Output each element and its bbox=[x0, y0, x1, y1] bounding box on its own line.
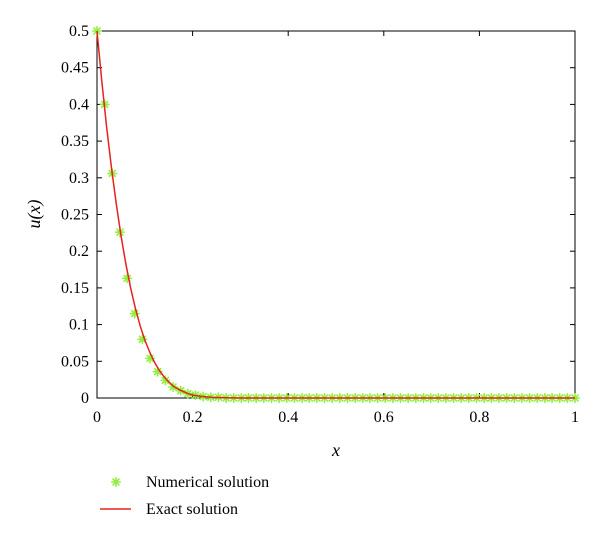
y-axis-label: u(x) bbox=[24, 200, 45, 229]
x-tick-label: 0.6 bbox=[374, 409, 394, 426]
y-tick-label: 0 bbox=[81, 390, 89, 407]
legend-label-exact: Exact solution bbox=[146, 501, 238, 518]
y-tick-label: 0.2 bbox=[69, 243, 89, 260]
x-tick-label: 0 bbox=[93, 409, 101, 426]
series-lines bbox=[96, 30, 575, 399]
x-tick-labels: 0 0.2 0.4 0.6 0.8 1 bbox=[93, 409, 579, 426]
axis-ticks bbox=[96, 30, 576, 399]
y-tick-label: 0.25 bbox=[61, 207, 89, 224]
y-tick-label: 0.1 bbox=[69, 317, 89, 334]
x-tick-label: 0.4 bbox=[278, 409, 298, 426]
y-tick-label: 0.4 bbox=[69, 96, 89, 113]
x-axis-label: x bbox=[331, 440, 340, 460]
y-tick-label: 0.15 bbox=[61, 280, 89, 297]
series-line-exact bbox=[96, 30, 575, 399]
y-tick-label: 0.05 bbox=[61, 353, 89, 370]
y-tick-label: 0.3 bbox=[69, 170, 89, 187]
legend-marker-numerical bbox=[111, 476, 121, 488]
x-tick-label: 1 bbox=[571, 409, 579, 426]
legend-asterisk-icon bbox=[111, 476, 121, 488]
x-tick-label: 0.8 bbox=[469, 409, 489, 426]
y-tick-label: 0.35 bbox=[61, 133, 89, 150]
x-tick-label: 0.2 bbox=[183, 409, 203, 426]
legend-label-numerical: Numerical solution bbox=[146, 474, 269, 491]
y-tick-label: 0.5 bbox=[69, 23, 89, 40]
y-tick-label: 0.45 bbox=[61, 60, 89, 77]
plot-area-frame bbox=[96, 30, 576, 399]
series-markers bbox=[92, 25, 581, 404]
legend: Numerical solution Exact solution bbox=[100, 474, 269, 518]
y-tick-labels: 0 0.05 0.1 0.15 0.2 0.25 0.3 0.35 0.4 0.45 0.5 bbox=[61, 23, 89, 407]
